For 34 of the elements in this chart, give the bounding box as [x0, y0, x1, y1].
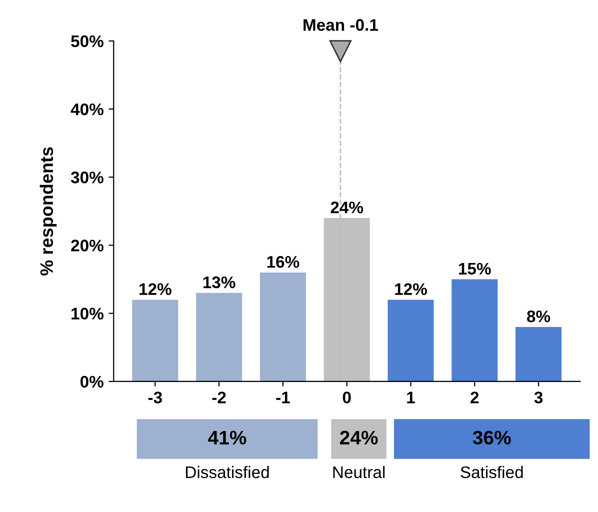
bar — [260, 272, 306, 382]
text: Neutral — [333, 466, 385, 478]
x-tick-label: -1 — [276, 392, 290, 404]
text: 36% — [472, 430, 511, 445]
data-label: 13% — [203, 276, 236, 288]
text: 24% — [340, 430, 378, 444]
data-label: 8% — [527, 310, 550, 322]
data-label: 16% — [267, 256, 300, 268]
y-tick-label: 0% — [80, 376, 104, 388]
x-tick-label: 1 — [407, 392, 415, 404]
data-label: 12% — [395, 283, 427, 296]
text: Dissatisfied — [186, 466, 269, 478]
y-tick-label: 40% — [70, 103, 104, 116]
data-label: 15% — [459, 262, 491, 275]
x-tick-label: -3 — [148, 392, 162, 404]
ref-line-label: Mean -0.1 — [304, 19, 378, 31]
text: Satisfied — [460, 466, 523, 478]
x-tick-label: 0 — [342, 392, 351, 404]
y-tick-label: 10% — [72, 308, 104, 320]
data-label: 12% — [140, 283, 172, 296]
y-tick-label: 20% — [71, 240, 104, 252]
text: 41% — [208, 430, 246, 444]
bar — [452, 279, 498, 382]
data-label: 24% — [330, 202, 364, 214]
y-axis-title: % respondents — [40, 147, 57, 276]
bar — [132, 300, 178, 382]
bar — [516, 326, 562, 382]
bar — [388, 300, 434, 382]
y-tick-label: 50% — [71, 35, 104, 48]
y-tick-label: 30% — [70, 172, 104, 184]
x-tick-label: 2 — [470, 392, 479, 404]
bar — [196, 292, 242, 382]
x-tick-label: 3 — [534, 392, 543, 404]
x-tick-label: -2 — [212, 392, 226, 404]
